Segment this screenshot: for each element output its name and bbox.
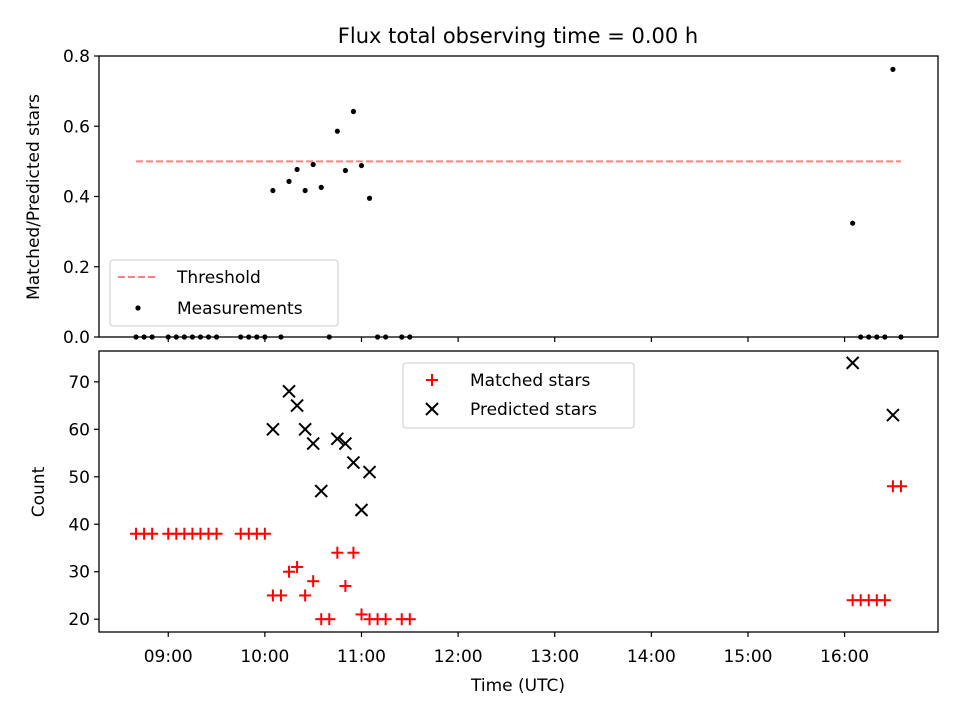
top-y-axis-label: Matched/Predicted stars [24,94,44,300]
measurement-point [890,66,896,72]
matched-star-point [379,613,392,626]
predicted-star-point [886,408,900,422]
legend-measurements-swatch [135,305,141,311]
chart-title: Flux total observing time = 0.00 h [338,24,698,48]
matched-star-point [258,527,271,540]
x-tick-label: 11:00 [337,647,386,667]
x-axis-label: Time (UTC) [470,676,565,696]
bottom-y-tick-label: 60 [68,420,90,440]
top-x-ticks [167,337,846,342]
measurement-point [350,108,357,115]
matched-star-point [210,527,223,540]
predicted-star-point [266,422,280,437]
bottom-marks [130,356,907,626]
predicted-star-point [330,432,345,446]
matched-star-point [274,589,287,602]
legend-predicted-label: Predicted stars [470,400,597,420]
bottom-y-tick-label: 50 [68,468,90,488]
x-tick-label: 12:00 [434,647,483,667]
matched-star-point [146,527,159,540]
x-tick-label: 13:00 [530,647,579,667]
bottom-x-ticks: 09:00 10:00 11:00 12:00 13:00 14:00 15:00 16:00 [144,632,869,667]
bottom-legend: Matched stars Predicted stars [402,362,635,429]
measurement-point [334,128,340,134]
bottom-y-tick-label: 30 [68,563,90,583]
bottom-axes-frame [98,350,939,633]
measurement-point [342,167,348,174]
top-y-tick-label: 0.6 [63,117,90,137]
matched-star-point [331,546,344,559]
matched-star-point [299,589,312,602]
predicted-star-point [354,503,369,517]
bottom-y-tick-label: 40 [68,515,90,535]
matched-star-point [323,613,336,626]
legend-measurements-label: Measurements [177,299,303,319]
measurement-point [270,187,276,194]
matched-star-point [355,608,368,621]
bottom-legend-box [402,362,635,429]
bottom-y-tick-label: 70 [68,373,90,393]
bottom-panel: 20 30 40 50 60 70 09:00 10:00 11:00 12:00 13:00 14… [29,350,939,696]
predicted-star-point [346,455,361,470]
bottom-y-axis-label: Count [29,466,49,517]
measurement-point [310,161,316,168]
top-panel: 0.00.20.40.60.8 Matched/Predicted stars … [24,47,939,348]
matched-star-point [307,575,320,588]
measurement-point [302,187,308,194]
predicted-star-point [338,436,353,451]
top-y-ticks: 0.0 0.2 0.4 0.6 0.8 [63,47,99,348]
measurement-point [286,178,292,184]
predicted-star-point [306,436,320,451]
top-legend: Threshold Measurements [109,259,339,327]
x-tick-label: 16:00 [820,647,869,667]
x-tick-label: 10:00 [240,647,289,667]
predicted-star-point [362,465,377,479]
legend-predicted-swatch [425,402,439,416]
matched-star-point [283,565,296,578]
x-tick-label: 09:00 [144,647,193,667]
measurement-point [366,195,373,201]
matched-star-point [291,560,304,573]
matched-star-point [403,613,416,626]
measurement-point [294,166,300,173]
predicted-star-point [290,398,304,413]
legend-threshold-label: Threshold [176,268,261,288]
legend-matched-label: Matched stars [470,371,590,391]
matched-star-point [894,480,907,493]
matched-star-point [339,579,352,592]
predicted-star-point [282,384,296,399]
top-y-tick-label: 0.4 [63,188,90,208]
top-y-tick-label: 0.8 [63,47,90,67]
x-tick-label: 14:00 [627,647,676,667]
x-tick-label: 15:00 [723,647,772,667]
top-y-tick-label: 0.0 [63,328,90,348]
legend-matched-swatch [426,374,438,386]
measurement-point [850,220,856,226]
measurement-point [318,184,324,190]
predicted-star-point [298,422,312,437]
top-legend-box [109,259,339,327]
bottom-y-ticks: 20 30 40 50 60 70 [68,373,99,630]
predicted-star-point [314,484,328,498]
bottom-y-tick-label: 20 [68,610,90,630]
predicted-star-point [845,356,860,370]
top-y-tick-label: 0.2 [63,258,90,278]
matched-star-point [347,546,360,559]
matched-star-point [878,594,891,607]
measurement-point [358,162,365,169]
